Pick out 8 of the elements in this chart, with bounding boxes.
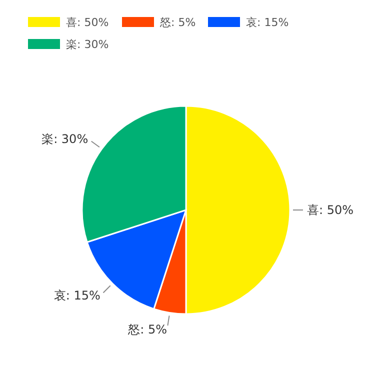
slice-label: 怒: 5%: [127, 322, 168, 337]
legend-label: 楽: 30%: [66, 38, 109, 51]
slice-label: 楽: 30%: [42, 132, 88, 146]
legend-label: 怒: 5%: [159, 16, 196, 29]
slice-label: 喜: 50%: [307, 203, 354, 217]
legend-label: 喜: 50%: [66, 16, 109, 29]
slice-label: 哀: 15%: [54, 288, 100, 303]
legend-label: 哀: 15%: [246, 16, 289, 29]
